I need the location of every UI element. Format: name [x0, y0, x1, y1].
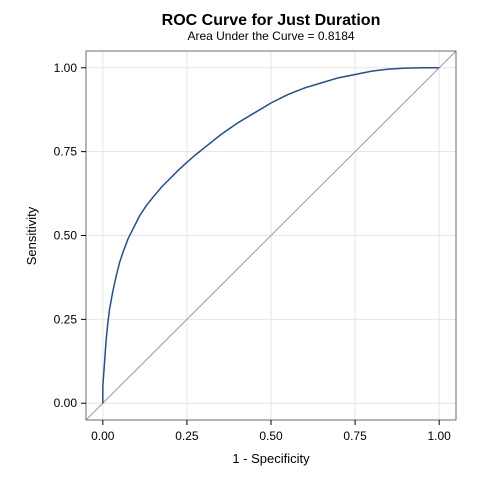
y-axis-label: Sensitivity — [24, 206, 39, 265]
y-tick-label: 0.50 — [54, 229, 78, 243]
x-tick-label: 0.25 — [175, 429, 199, 443]
x-axis-label: 1 - Specificity — [232, 451, 310, 466]
y-tick-label: 0.25 — [54, 312, 78, 326]
roc-curve-line — [102, 67, 440, 404]
y-tick-label: 0.00 — [54, 396, 78, 410]
chart-subtitle: Area Under the Curve = 0.8184 — [187, 29, 354, 43]
x-tick-label: 0.00 — [91, 429, 115, 443]
y-axis-ticks: 0.00 0.25 0.50 0.75 1.00 — [54, 61, 86, 410]
x-axis-ticks: 0.00 0.25 0.50 0.75 1.00 — [91, 420, 451, 443]
reference-diagonal-line — [85, 50, 457, 421]
x-tick-label: 0.75 — [343, 429, 367, 443]
y-tick-label: 1.00 — [54, 61, 78, 75]
y-tick-label: 0.75 — [54, 145, 78, 159]
x-tick-label: 1.00 — [428, 429, 452, 443]
chart-title: ROC Curve for Just Duration — [162, 12, 381, 29]
x-tick-label: 0.50 — [259, 429, 283, 443]
